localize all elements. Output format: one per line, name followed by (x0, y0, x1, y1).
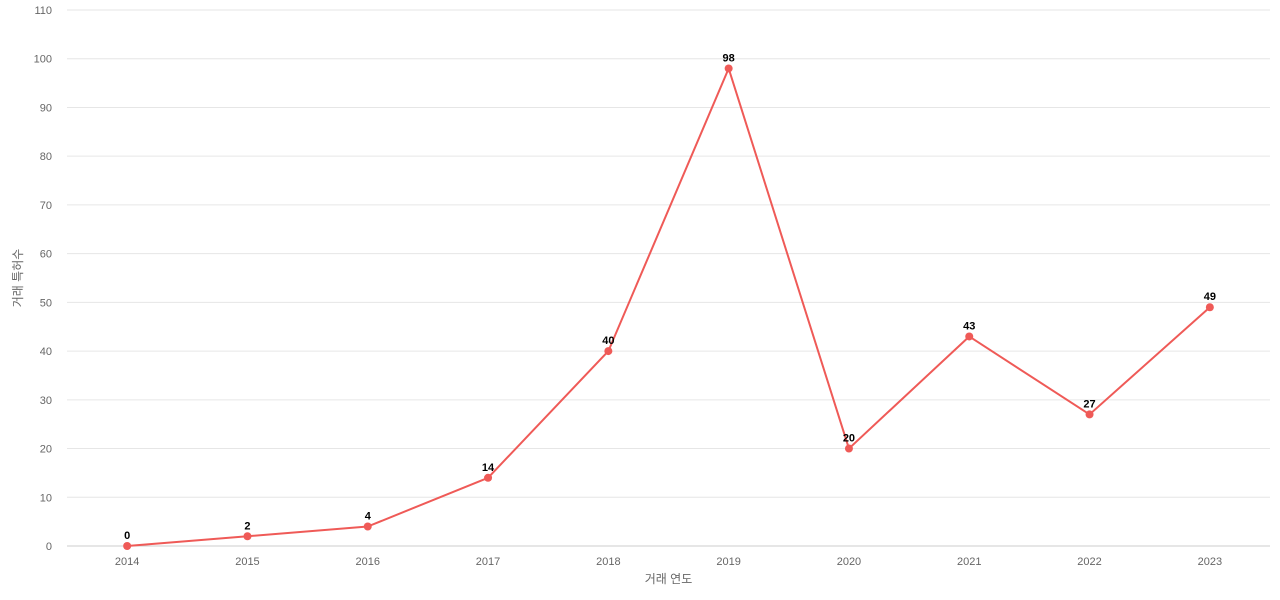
y-tick-label: 20 (40, 444, 52, 456)
x-tick-label: 2016 (356, 556, 380, 568)
x-tick-label: 2021 (957, 556, 981, 568)
series-layer (123, 64, 1214, 550)
data-label: 27 (1083, 398, 1095, 410)
data-label: 4 (365, 511, 372, 523)
x-axis-ticks: 2014 2015 2016 2017 2018 2019 2020 2021 2022 2023 (115, 556, 1222, 568)
x-tick-label: 2017 (476, 556, 500, 568)
data-point[interactable] (123, 542, 132, 550)
y-tick-label: 60 (40, 249, 52, 261)
y-tick-label: 50 (40, 297, 52, 309)
data-label: 2 (244, 520, 250, 532)
x-tick-label: 2019 (716, 556, 740, 568)
x-tick-label: 2020 (837, 556, 861, 568)
series-line (127, 67, 1211, 547)
x-tick-label: 2015 (235, 556, 259, 568)
data-point[interactable] (363, 522, 372, 531)
y-axis-title: 거래 특허수 (11, 249, 25, 308)
x-tick-label: 2023 (1198, 556, 1222, 568)
x-tick-label: 2014 (115, 556, 139, 568)
grid-layer (67, 9, 1270, 547)
y-tick-label: 100 (34, 54, 52, 66)
data-label: 49 (1204, 291, 1216, 303)
data-point[interactable] (243, 532, 252, 541)
x-tick-label: 2018 (596, 556, 620, 568)
y-tick-label: 0 (46, 541, 52, 553)
y-tick-label: 30 (40, 395, 52, 407)
y-tick-label: 70 (40, 200, 52, 212)
data-label: 40 (602, 335, 614, 347)
data-point[interactable] (965, 332, 974, 341)
data-point[interactable] (724, 64, 733, 73)
y-axis-ticks: 0 10 20 30 40 50 60 70 80 90 100 110 (34, 5, 52, 553)
data-point[interactable] (1085, 410, 1094, 419)
y-tick-label: 10 (40, 492, 52, 504)
data-point[interactable] (1205, 303, 1214, 312)
y-tick-label: 80 (40, 151, 52, 163)
data-point[interactable] (484, 473, 493, 482)
data-label: 20 (843, 433, 855, 445)
data-label: 0 (124, 530, 130, 542)
y-tick-label: 110 (34, 5, 52, 17)
data-point[interactable] (844, 444, 853, 453)
x-axis-title: 거래 연도 (645, 572, 693, 586)
data-point[interactable] (604, 347, 613, 356)
x-tick-label: 2022 (1077, 556, 1101, 568)
y-tick-label: 40 (40, 346, 52, 358)
data-labels: 0 2 4 14 40 98 20 43 27 49 (124, 52, 1216, 542)
data-label: 98 (723, 52, 735, 64)
y-tick-label: 90 (40, 102, 52, 114)
data-label: 14 (482, 462, 495, 474)
data-label: 43 (963, 320, 975, 332)
